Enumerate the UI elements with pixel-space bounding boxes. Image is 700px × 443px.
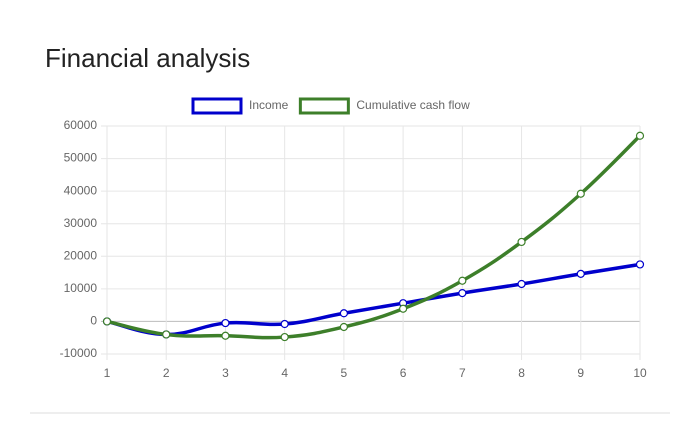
- y-tick-label: 30000: [64, 216, 98, 230]
- series-line: [106, 262, 641, 337]
- legend-swatch: [191, 97, 243, 115]
- series-line: [106, 134, 642, 340]
- data-point: [280, 319, 289, 329]
- data-point: [339, 322, 348, 332]
- data-point: [635, 260, 645, 269]
- y-tick-label: 0: [90, 314, 97, 328]
- chart-title: Financial analysis: [45, 43, 250, 73]
- y-tick-label: 20000: [64, 248, 98, 262]
- data-point: [635, 131, 645, 140]
- legend-label: Income: [249, 98, 289, 112]
- x-tick-label: 7: [459, 366, 466, 380]
- x-tick-label: 3: [222, 366, 229, 380]
- x-tick-label: 2: [163, 366, 170, 380]
- data-point: [576, 189, 585, 198]
- x-tick-label: 9: [577, 366, 584, 380]
- y-tick-label: -10000: [60, 346, 98, 360]
- y-tick-label: 10000: [64, 281, 98, 295]
- x-tick-label: 6: [400, 366, 407, 380]
- legend-swatch: [298, 97, 350, 115]
- x-tick-label: 5: [341, 366, 348, 380]
- y-tick-label: 40000: [64, 183, 98, 197]
- data-point: [576, 269, 585, 278]
- data-point: [339, 309, 348, 318]
- y-tick-label: 50000: [64, 151, 98, 165]
- x-tick-label: 8: [518, 366, 525, 380]
- data-point: [221, 318, 230, 328]
- data-point: [517, 237, 526, 247]
- data-point: [458, 276, 467, 285]
- data-point: [102, 317, 112, 326]
- x-tick-label: 10: [633, 366, 647, 380]
- x-tick-label: 4: [281, 366, 288, 380]
- data-point: [280, 332, 289, 342]
- data-point: [221, 331, 230, 340]
- x-tick-label: 1: [104, 366, 111, 380]
- data-point: [458, 288, 467, 298]
- data-point: [399, 304, 408, 313]
- data-point: [162, 330, 171, 339]
- data-point: [517, 279, 526, 289]
- y-tick-label: 60000: [64, 118, 98, 132]
- legend-label: Cumulative cash flow: [356, 98, 470, 112]
